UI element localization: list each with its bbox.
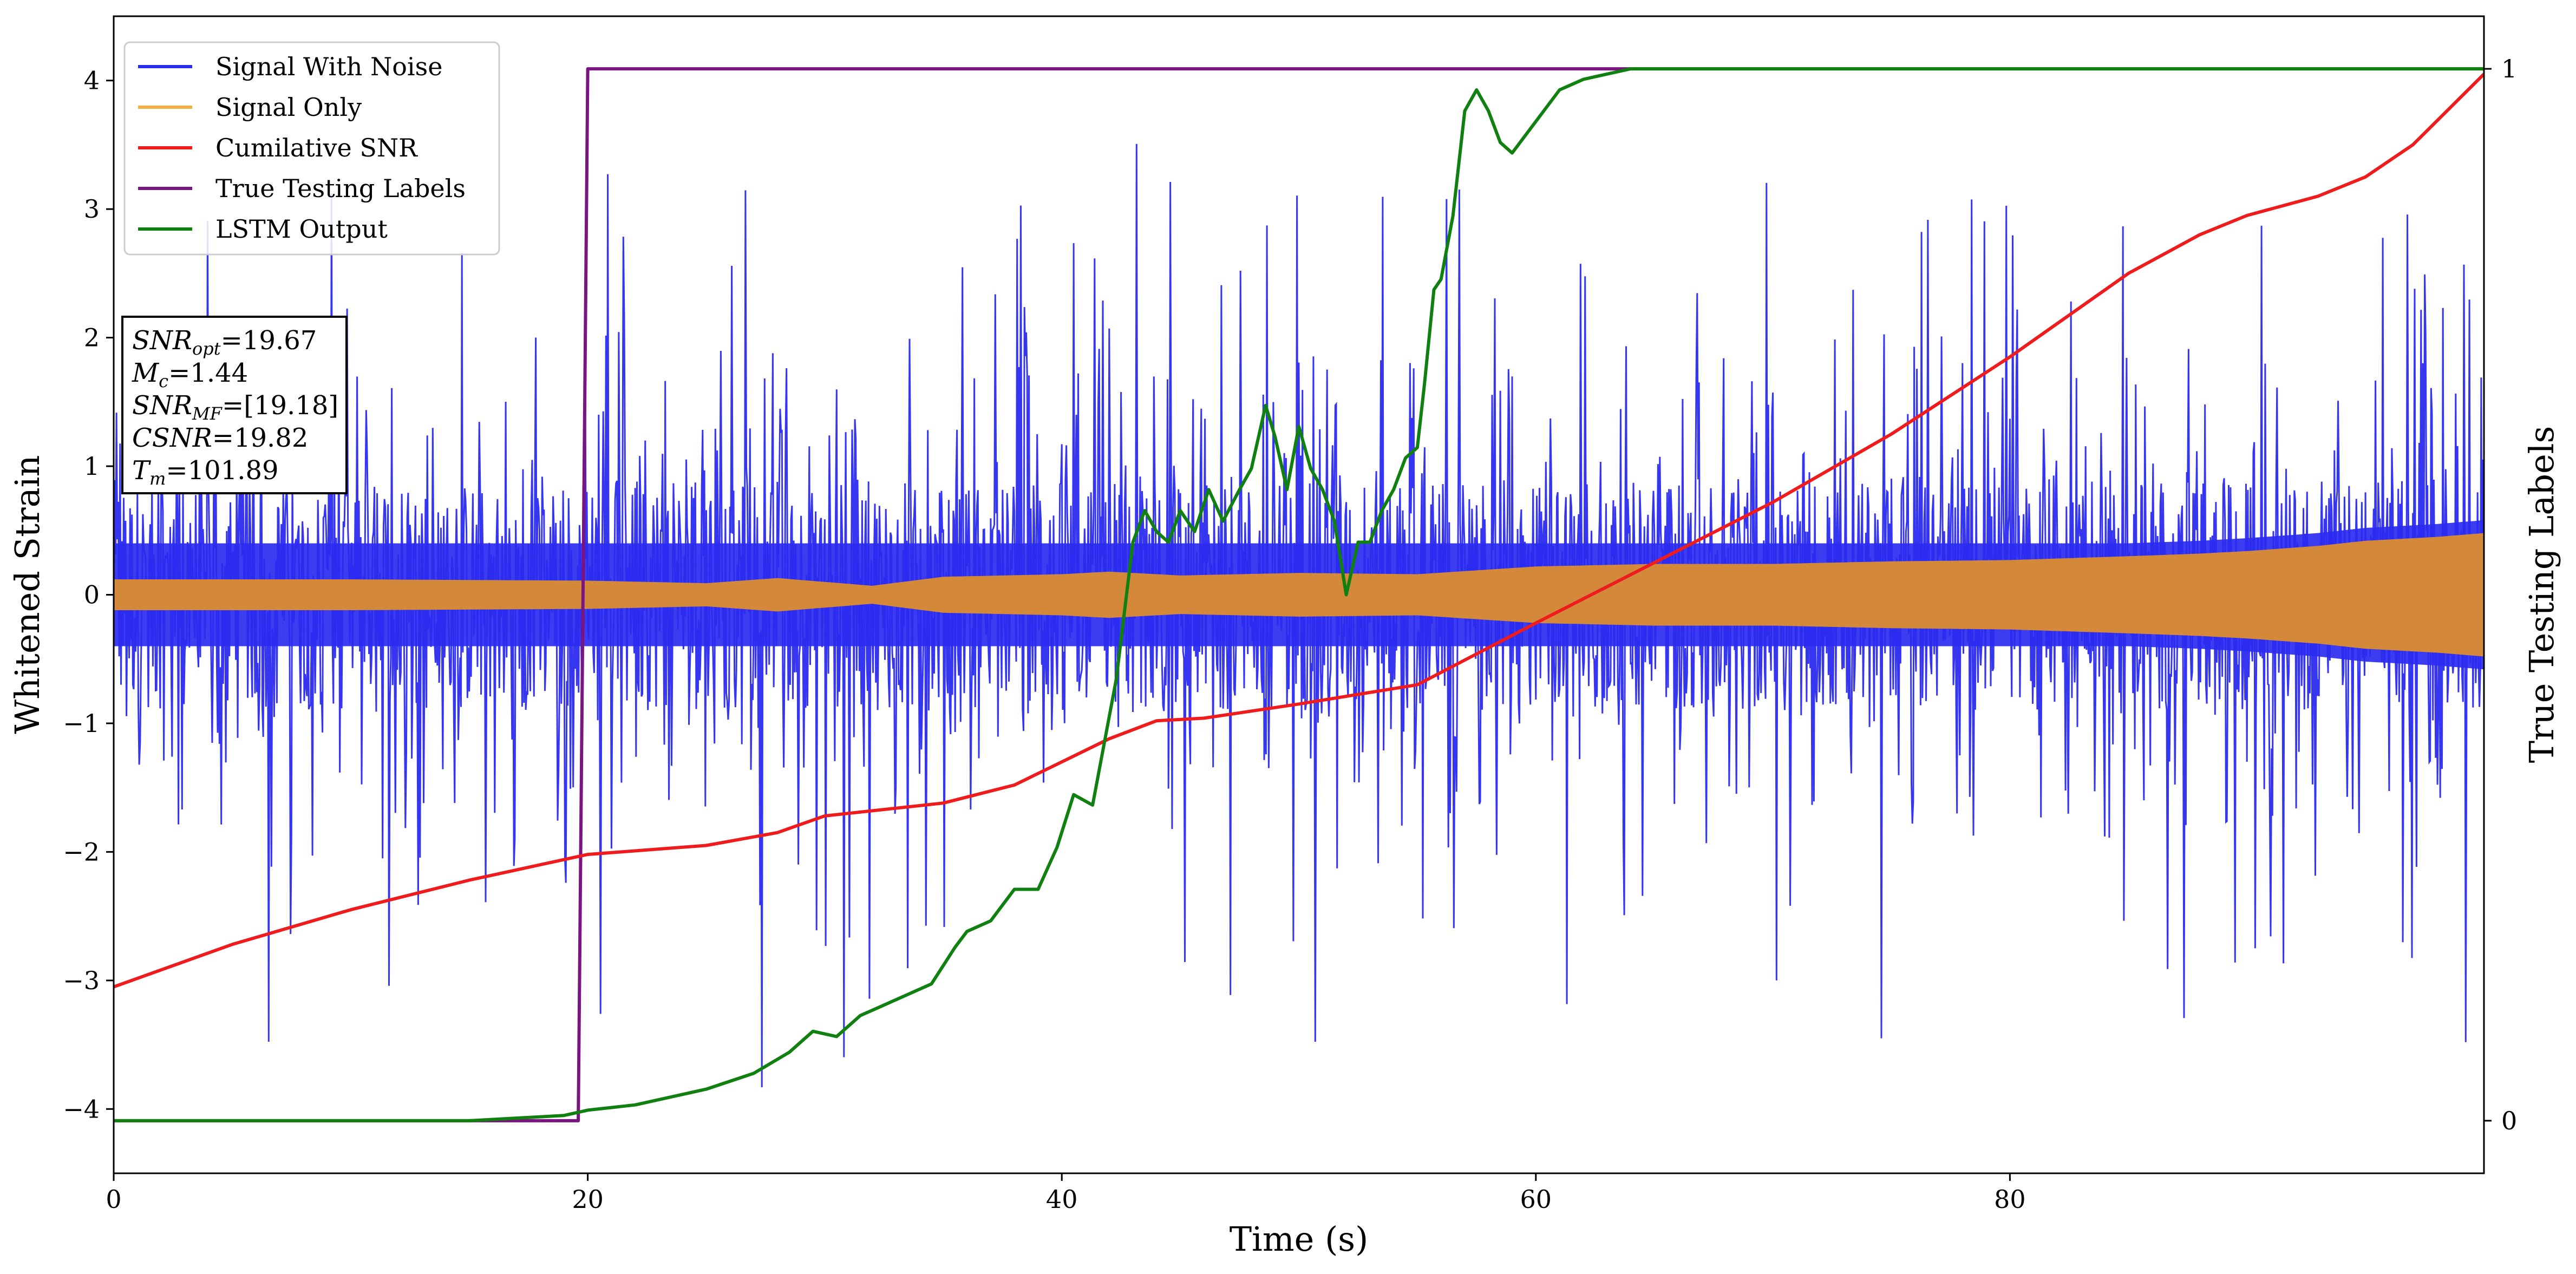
legend-box bbox=[123, 41, 500, 256]
legend-label-signal: Signal Only bbox=[215, 93, 362, 122]
y-tick-label: −3 bbox=[63, 966, 100, 995]
y-tick-label: 0 bbox=[84, 580, 100, 610]
annotation-line-csnr: CSNR=19.82 bbox=[132, 423, 308, 453]
legend-label-csnr: Cumilative SNR bbox=[215, 133, 418, 162]
annotation-frame bbox=[121, 316, 348, 494]
series-cumulative-snr bbox=[114, 73, 2484, 989]
x-tick-label: 80 bbox=[1994, 1185, 2026, 1214]
legend: Signal With Noise Signal Only Cumilative… bbox=[123, 41, 500, 256]
legend-label-lstm: LSTM Output bbox=[215, 214, 388, 244]
y-tick-label: 1 bbox=[84, 452, 100, 481]
annotation-line-snr-mf: SNRMF=[19.18] bbox=[132, 390, 338, 424]
y-tick-label: −1 bbox=[63, 709, 100, 738]
series-lstm-output bbox=[114, 67, 2484, 1122]
x-tick-label: 0 bbox=[106, 1185, 121, 1214]
y-tick-label: 4 bbox=[84, 66, 100, 95]
series-signal-only bbox=[114, 533, 2484, 657]
y2-tick-label: 0 bbox=[2501, 1106, 2517, 1135]
annotation-box: SNRopt=19.67 Mc=1.44 SNRMF=[19.18] CSNR=… bbox=[121, 316, 348, 494]
x-tick-label: 60 bbox=[1520, 1185, 1552, 1214]
y-tick-label: 3 bbox=[84, 194, 100, 224]
y-tick-label: −4 bbox=[63, 1094, 100, 1123]
x-tick-label: 40 bbox=[1046, 1185, 1078, 1214]
legend-label-labels: True Testing Labels bbox=[215, 174, 466, 203]
legend-label-noise: Signal With Noise bbox=[215, 52, 442, 81]
x-tick-label: 20 bbox=[572, 1185, 604, 1214]
y-tick-label: −2 bbox=[63, 837, 100, 866]
annotation-line-mc: Mc=1.44 bbox=[132, 358, 248, 391]
y-axis-title: Whitened Strain bbox=[8, 455, 47, 734]
y-tick-label: 2 bbox=[84, 323, 100, 352]
y2-tick-label: 1 bbox=[2501, 54, 2517, 83]
annotation-line-snr-opt: SNRopt=19.67 bbox=[132, 325, 317, 359]
annotation-line-tm: Tm=101.89 bbox=[132, 455, 279, 489]
x-axis-title: Time (s) bbox=[1230, 1219, 1369, 1259]
y2-axis-title: True Testing Labels bbox=[2522, 426, 2561, 763]
